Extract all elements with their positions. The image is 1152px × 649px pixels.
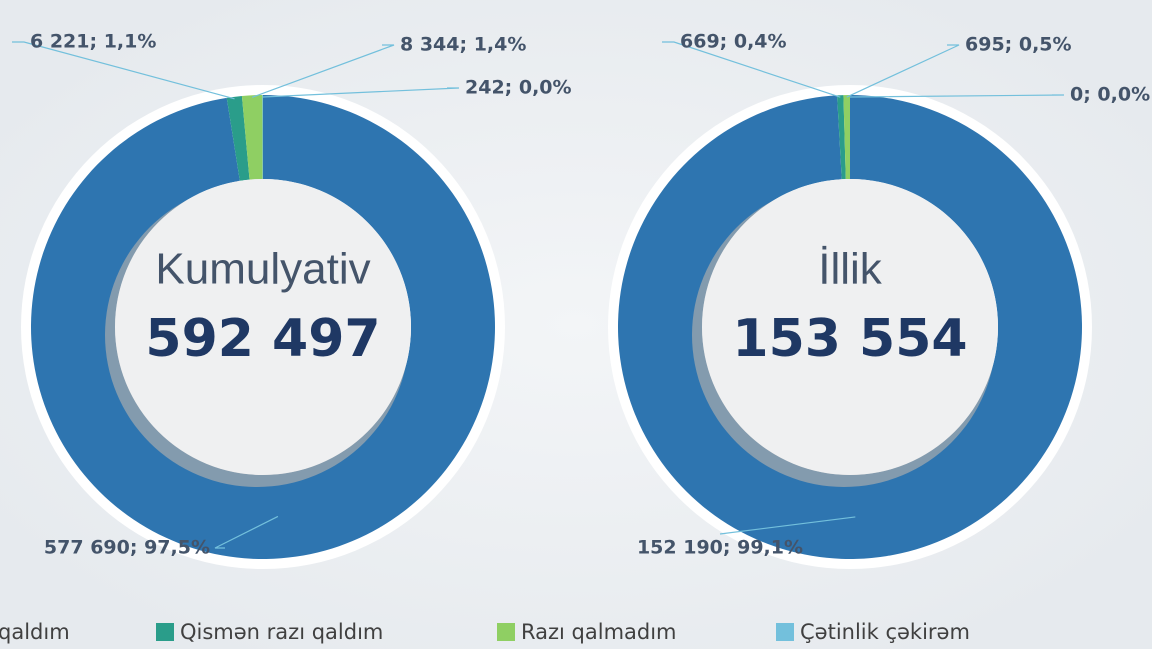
donut-slice xyxy=(241,95,263,180)
legend-label: qaldım xyxy=(0,620,70,644)
leader-line xyxy=(719,516,856,535)
legend-swatch xyxy=(497,623,515,641)
center-title: İllik xyxy=(818,245,883,294)
donut-slice xyxy=(30,95,495,559)
donut-slice xyxy=(843,95,850,180)
leader-line xyxy=(262,87,460,98)
data-label: 577 690; 97,5% xyxy=(44,537,210,559)
data-label: 8 344; 1,4% xyxy=(400,34,526,56)
leader-line xyxy=(662,41,841,98)
legend-swatch xyxy=(156,623,174,641)
leader-line xyxy=(252,44,395,98)
legend-swatch xyxy=(776,623,794,641)
center-title: Kumulyativ xyxy=(155,245,370,294)
leader-line xyxy=(214,515,279,549)
data-label: 0; 0,0% xyxy=(1070,84,1150,106)
leader-line xyxy=(846,44,960,98)
legend-label: Razı qalmadım xyxy=(521,620,677,644)
data-label: 152 190; 99,1% xyxy=(637,537,803,559)
donut-slice xyxy=(226,95,250,181)
donut-slice xyxy=(618,94,1083,559)
donut-slice xyxy=(837,95,846,180)
center-total: 592 497 xyxy=(145,309,380,369)
inner-circle xyxy=(702,179,998,475)
center-total: 153 554 xyxy=(732,309,967,369)
data-label: 6 221; 1,1% xyxy=(30,31,156,53)
legend-label: Qismən razı qaldım xyxy=(180,620,383,644)
data-label: 695; 0,5% xyxy=(965,34,1072,56)
donut-slice xyxy=(262,95,263,180)
legend-label: Çətinlik çəkirəm xyxy=(800,620,970,644)
leader-line xyxy=(12,41,235,100)
data-label: 242; 0,0% xyxy=(465,77,572,99)
data-label: 669; 0,4% xyxy=(680,31,787,53)
inner-circle xyxy=(115,179,411,475)
leader-line xyxy=(849,94,1065,98)
